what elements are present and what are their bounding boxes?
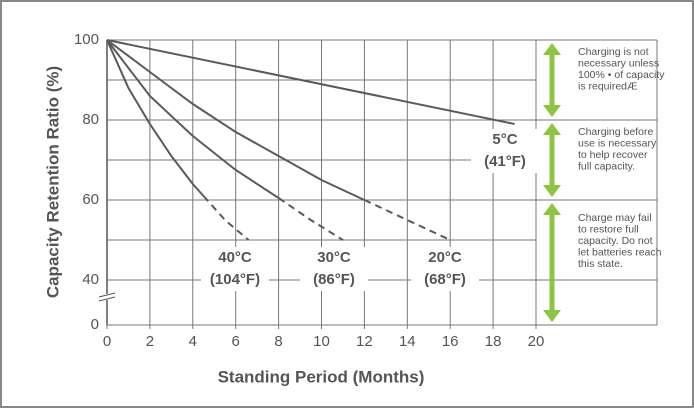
series-label: 5°C	[492, 131, 517, 148]
series-label-bg	[471, 129, 539, 173]
line	[106, 39, 515, 125]
y-tick-label: 60	[82, 191, 99, 208]
axis-break-gap	[99, 294, 115, 300]
zone-text: Charging is not	[578, 46, 649, 58]
y-tick-label: 0	[91, 316, 99, 333]
series-label: 40°C	[218, 249, 252, 266]
line	[106, 39, 205, 197]
axis-break	[98, 292, 116, 302]
series-label-bg	[201, 247, 269, 291]
projected-line	[202, 195, 250, 241]
x-tick-label: 20	[528, 333, 545, 350]
x-axis-label: Standing Period (Months)	[218, 367, 425, 386]
y-tick-label: 40	[82, 271, 99, 288]
zone-text: to help recover	[578, 149, 648, 161]
x-tick-label: 12	[356, 333, 373, 350]
series-label-bg	[411, 247, 479, 291]
zone-text: capacity. Do not	[578, 235, 653, 247]
y-tick-label: 100	[74, 31, 99, 48]
series-label-f: (86°F)	[313, 271, 355, 288]
y-tick-label: 80	[82, 111, 99, 128]
y-axis-label: Capacity Retention Ratio (%)	[43, 66, 62, 298]
zone-text: Charging before	[578, 126, 653, 138]
line	[106, 39, 365, 201]
zone-text: this state.	[578, 258, 623, 270]
zone-arrowhead	[543, 123, 561, 135]
x-tick-label: 14	[399, 333, 416, 350]
zone-text: let batteries reach	[578, 246, 662, 258]
series-label-bg	[300, 247, 368, 291]
series-label-f: (68°F)	[424, 271, 466, 288]
zone-text: full capacity.	[578, 160, 635, 172]
projected-line	[363, 199, 451, 241]
x-tick-label: 18	[485, 333, 502, 350]
zone-arrowhead	[543, 43, 561, 55]
x-tick-label: 16	[442, 333, 459, 350]
x-tick-label: 6	[232, 333, 240, 350]
series-label: 20°C	[428, 249, 462, 266]
series-label: 30°C	[317, 249, 351, 266]
series-label-f: (104°F)	[210, 271, 260, 288]
zone-arrowhead	[543, 105, 561, 117]
x-tick-label: 8	[274, 333, 282, 350]
series-label-f: (41°F)	[484, 153, 526, 170]
zone-text: to restore full	[578, 223, 639, 235]
zone-text: is requiredÆ	[578, 80, 638, 92]
zone-arrowhead	[543, 203, 561, 215]
zone-text: necessary unless	[578, 57, 659, 69]
zone-text: use is necessary	[578, 137, 657, 149]
zone-arrowhead	[543, 185, 561, 197]
x-tick-label: 10	[313, 333, 330, 350]
x-tick-label: 2	[146, 333, 154, 350]
line	[106, 39, 280, 199]
zone-arrowhead	[543, 310, 561, 322]
x-tick-label: 4	[189, 333, 197, 350]
x-tick-label: 0	[103, 333, 111, 350]
zone-text: Charge may fail	[578, 212, 652, 224]
projected-line	[278, 197, 344, 241]
zone-text: 100% • of capacity	[578, 69, 665, 81]
